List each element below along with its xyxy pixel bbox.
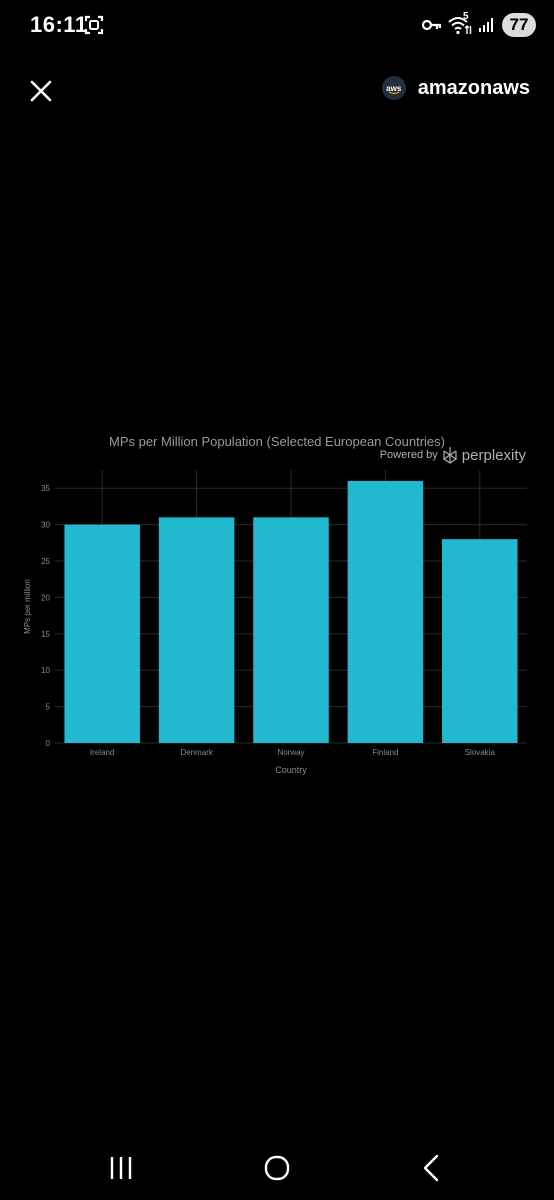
- y-tick-label: 0: [46, 739, 51, 748]
- perplexity-brand: perplexity: [461, 446, 526, 464]
- bar: [347, 480, 424, 743]
- avatar[interactable]: aws: [381, 76, 406, 100]
- bar: [442, 539, 518, 743]
- x-axis-label: Country: [275, 765, 307, 775]
- powered-by-label: Powered by: [379, 449, 438, 461]
- bar: [158, 517, 235, 743]
- wifi-icon: 5: [448, 11, 472, 36]
- account-name[interactable]: amazonaws: [417, 76, 530, 99]
- y-tick-label: 10: [41, 666, 50, 675]
- battery-level: 77: [509, 15, 529, 34]
- story-header: aws amazonaws: [0, 70, 554, 110]
- perplexity-logo-icon: [443, 447, 457, 464]
- back-icon[interactable]: [412, 1152, 452, 1184]
- y-tick-label: 5: [46, 703, 51, 712]
- y-tick-label: 35: [41, 484, 50, 493]
- close-icon[interactable]: [28, 78, 54, 104]
- screenshot-icon: [84, 15, 104, 35]
- chart-title: MPs per Million Population (Selected Eur…: [108, 434, 445, 449]
- y-tick-label: 30: [41, 521, 50, 530]
- bar: [253, 517, 329, 743]
- x-tick-label: Slovakia: [465, 748, 496, 757]
- signal-icon: [479, 18, 493, 32]
- battery-icon: 77: [502, 13, 536, 37]
- key-icon: [422, 19, 442, 31]
- status-time: 16:11: [30, 12, 88, 37]
- perplexity-watermark: Powered by perplexity: [380, 446, 526, 464]
- status-bar: 16:11 5 77: [0, 0, 554, 52]
- home-icon[interactable]: [257, 1152, 297, 1184]
- bar: [64, 524, 140, 743]
- chart-plot: 0 5 10 15 20 25 30 35 Ireland Denmark Norway Finlan…: [23, 470, 527, 775]
- avatar-text: aws: [386, 83, 402, 93]
- x-tick-label: Denmark: [180, 748, 213, 757]
- x-tick-label: Ireland: [90, 748, 114, 757]
- x-tick-label: Norway: [277, 748, 304, 757]
- y-axis-label: MPs per million: [23, 579, 32, 634]
- x-tick-label: Finland: [372, 748, 398, 757]
- account-info[interactable]: aws amazonaws: [381, 76, 530, 100]
- status-icons: 5 77: [422, 11, 536, 38]
- y-tick-label: 25: [41, 557, 50, 566]
- y-tick-label: 20: [41, 593, 50, 602]
- chart: MPs per Million Population (Selected Eur…: [0, 425, 554, 785]
- y-tick-label: 15: [41, 630, 50, 639]
- navigation-bar: [0, 1140, 554, 1200]
- recent-apps-icon[interactable]: [101, 1152, 141, 1184]
- network-badge: 5: [463, 11, 469, 22]
